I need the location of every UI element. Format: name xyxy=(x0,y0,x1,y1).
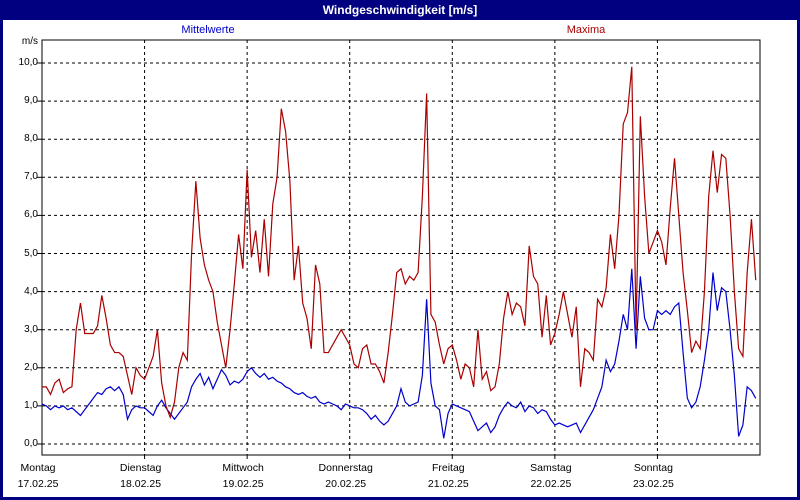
x-axis-day-label: Donnerstag 20.02.25 xyxy=(318,462,373,490)
window-title: Windgeschwindigkeit [m/s] xyxy=(322,3,478,17)
plot-border xyxy=(41,39,761,456)
x-axis-day-label: Mittwoch 19.02.25 xyxy=(222,462,264,490)
y-tick-label: 4,0 xyxy=(24,285,38,297)
maxima-line xyxy=(42,66,757,420)
y-tick-label: 10,0 xyxy=(18,57,38,68)
legend-mittelwerte: Mittelwerte xyxy=(181,24,235,36)
y-tick-label: 0,0 xyxy=(24,438,38,449)
y-tick-label: 7,0 xyxy=(24,171,38,183)
y-tick-label: 6,0 xyxy=(24,209,38,221)
y-tick-label: 2,0 xyxy=(24,361,38,373)
mittelwerte-line xyxy=(41,268,757,439)
y-tick-label: 1,0 xyxy=(24,399,38,411)
title-bar: Windgeschwindigkeit [m/s] xyxy=(3,0,797,20)
y-tick-label: 5,0 xyxy=(24,247,38,259)
y-axis-unit-label: m/s xyxy=(21,36,38,47)
y-tick-label: 8,0 xyxy=(24,133,38,145)
x-axis-day-label: Montag 17.02.25 xyxy=(17,462,59,490)
y-tick-label: 3,0 xyxy=(24,323,38,335)
x-axis-day-label: Sonntag 23.02.25 xyxy=(632,462,674,490)
x-axis-day-label: Samstag 22.02.25 xyxy=(530,462,572,490)
x-axis-day-label: Dienstag 18.02.25 xyxy=(119,462,162,490)
y-tick-label: 9,0 xyxy=(24,95,38,107)
legend-maxima: Maxima xyxy=(566,24,606,36)
x-axis-day-label: Freitag 21.02.25 xyxy=(427,462,469,490)
